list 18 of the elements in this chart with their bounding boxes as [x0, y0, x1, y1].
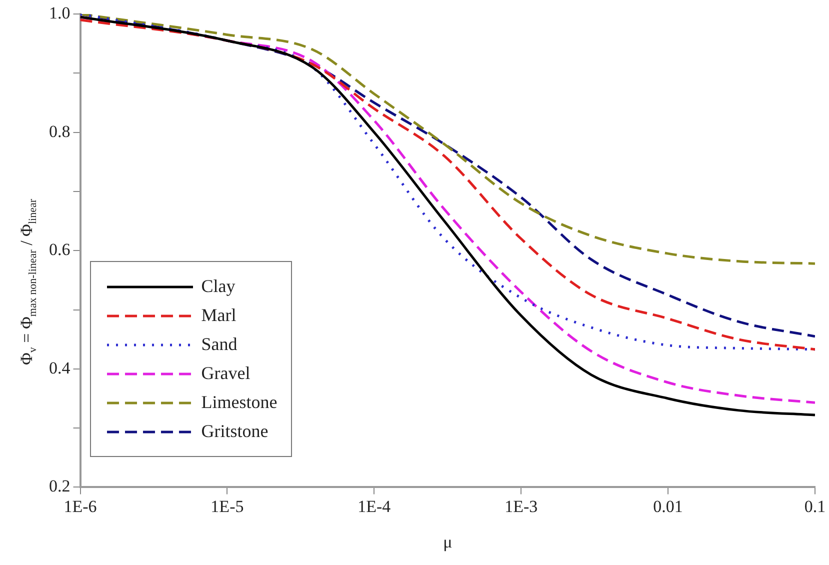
legend-label: Limestone — [201, 392, 278, 414]
y-tick-label: 1.0 — [49, 3, 70, 22]
legend-label: Gravel — [201, 363, 250, 384]
x-axis-title: μ — [443, 532, 452, 552]
y-tick-label: 0.8 — [49, 122, 70, 141]
legend-label: Sand — [201, 334, 238, 356]
legend-label: Marl — [201, 305, 236, 326]
x-tick-label: 0.01 — [653, 496, 683, 516]
x-tick-label: 0.1 — [804, 496, 826, 516]
x-tick-label: 1E-5 — [210, 496, 244, 516]
legend-label: Clay — [201, 276, 236, 298]
y-tick-label: 0.6 — [49, 240, 70, 260]
x-tick-label: 1E-6 — [64, 496, 97, 516]
y-tick-label: 0.2 — [49, 476, 70, 496]
x-tick-label: 1E-3 — [504, 496, 538, 516]
x-tick-label: 1E-4 — [358, 496, 392, 516]
legend-label: Gritstone — [201, 421, 268, 442]
y-tick-label: 0.4 — [49, 358, 71, 378]
